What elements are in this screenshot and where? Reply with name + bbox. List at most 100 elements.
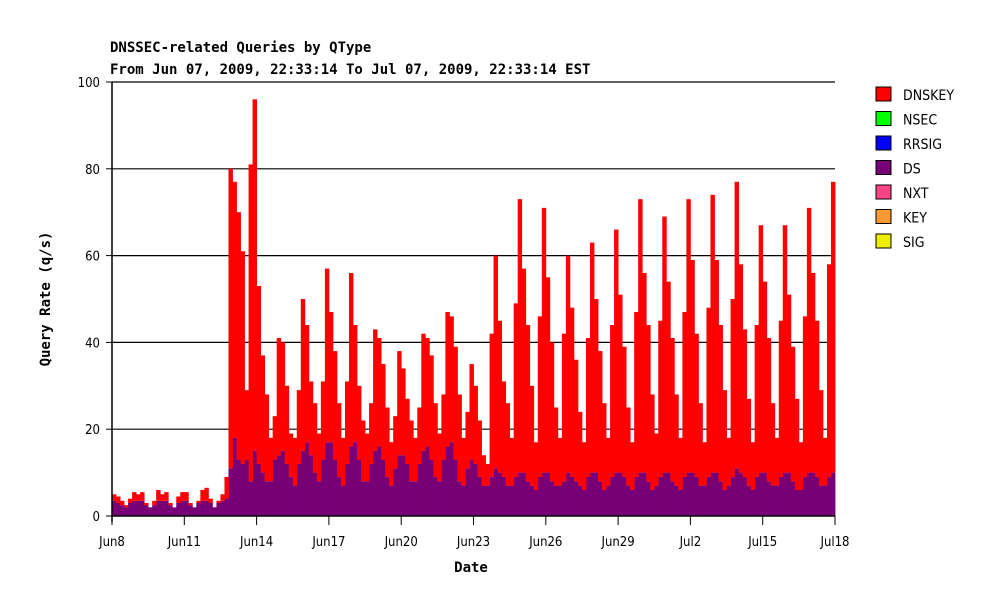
bar-ds <box>662 472 667 516</box>
bar-ds <box>565 472 571 516</box>
bar-dnskey <box>276 338 282 456</box>
bar-dnskey <box>553 407 559 486</box>
bar-dnskey <box>288 433 294 477</box>
bar-ds <box>561 481 567 516</box>
bar-dnskey <box>224 476 229 499</box>
bar-ds <box>541 472 547 516</box>
bar-dnskey <box>782 225 788 473</box>
bar-ds <box>220 500 225 516</box>
bar-ds <box>389 485 394 516</box>
legend-swatch-nxt <box>875 184 892 200</box>
x-tick-label: Jul18 <box>820 535 850 550</box>
bar-dnskey <box>489 333 494 477</box>
bar-ds <box>549 481 555 516</box>
bar-ds <box>260 472 266 516</box>
bar-ds <box>425 446 430 516</box>
bar-dnskey <box>714 259 719 473</box>
bar-ds <box>184 500 189 516</box>
legend-swatch-ds <box>875 160 892 175</box>
bar-dnskey <box>710 194 715 473</box>
bar-ds <box>802 476 808 516</box>
legend-label-sig: SIG <box>903 235 924 251</box>
bar-dnskey <box>798 442 804 490</box>
bar-dnskey <box>501 381 507 477</box>
bar-dnskey <box>180 492 185 501</box>
bar-ds <box>666 472 671 516</box>
x-axis-label: Date <box>454 560 488 576</box>
bar-ds <box>461 485 466 516</box>
bar-ds <box>212 507 217 516</box>
bar-dnskey <box>120 500 125 506</box>
bar-ds <box>377 446 382 516</box>
bar-ds <box>116 502 121 516</box>
bar-dnskey <box>465 411 470 469</box>
bar-ds <box>409 481 414 516</box>
bar-dnskey <box>473 385 478 464</box>
y-tick-label: 60 <box>85 250 100 265</box>
bar-ds <box>252 450 257 516</box>
bar-dnskey <box>557 437 563 486</box>
y-tick-label: 100 <box>78 76 100 91</box>
bar-ds <box>525 481 531 516</box>
bar-ds <box>646 481 651 516</box>
bar-ds <box>180 500 185 516</box>
bar-dnskey <box>284 385 290 464</box>
bar-dnskey <box>453 346 458 460</box>
bar-ds <box>365 481 370 516</box>
bar-dnskey <box>336 403 342 477</box>
bar-dnskey <box>606 437 611 486</box>
bar-dnskey <box>357 385 362 460</box>
bar-dnskey <box>140 492 145 501</box>
bar-ds <box>642 472 647 516</box>
bar-ds <box>405 463 410 516</box>
x-tick-label: Jul2 <box>679 535 702 550</box>
bar-ds <box>465 468 470 516</box>
bar-ds <box>545 472 551 516</box>
bar-dnskey <box>830 181 836 473</box>
bar-ds <box>726 485 731 516</box>
bar-dnskey <box>722 390 727 490</box>
bar-ds <box>718 481 723 516</box>
bar-dnskey <box>626 407 631 486</box>
bar-ds <box>373 450 378 516</box>
bar-ds <box>798 489 804 516</box>
bar-ds <box>654 485 659 516</box>
bar-ds <box>216 502 221 516</box>
legend-swatch-rrsig <box>875 135 892 151</box>
bar-dnskey <box>706 307 711 477</box>
bar-dnskey <box>794 398 800 490</box>
bar-ds <box>826 476 832 516</box>
bar-dnskey <box>216 500 221 503</box>
chart-title: DNSSEC-related Queries by QType <box>110 40 371 56</box>
bar-dnskey <box>328 312 334 443</box>
bar-ds <box>140 500 145 516</box>
bar-dnskey <box>348 272 354 447</box>
bar-ds <box>196 502 201 516</box>
bar-ds <box>397 455 402 516</box>
bar-ds <box>485 485 490 516</box>
bar-ds <box>750 489 756 516</box>
bar-ds <box>814 476 820 516</box>
bar-dnskey <box>674 394 679 486</box>
bar-ds <box>332 459 338 516</box>
bar-ds <box>702 485 707 516</box>
bar-dnskey <box>658 320 663 477</box>
bar-dnskey <box>308 381 314 456</box>
bar-ds <box>172 507 177 516</box>
bar-dnskey <box>646 325 651 482</box>
bar-dnskey <box>152 500 157 506</box>
bar-ds <box>830 472 836 516</box>
y-axis-label: Query Rate (q/s) <box>38 232 54 367</box>
x-tick-label: Jun26 <box>528 535 562 550</box>
bar-ds <box>200 500 205 516</box>
bar-ds <box>469 459 474 516</box>
bar-dnskey <box>806 207 812 473</box>
stacked-area <box>112 99 836 516</box>
bar-ds <box>188 505 193 516</box>
bar-ds <box>120 505 125 516</box>
bar-ds <box>296 463 302 516</box>
bar-dnskey <box>493 255 498 469</box>
bar-ds <box>529 485 535 516</box>
bar-dnskey <box>545 277 551 473</box>
bar-dnskey <box>533 442 539 490</box>
